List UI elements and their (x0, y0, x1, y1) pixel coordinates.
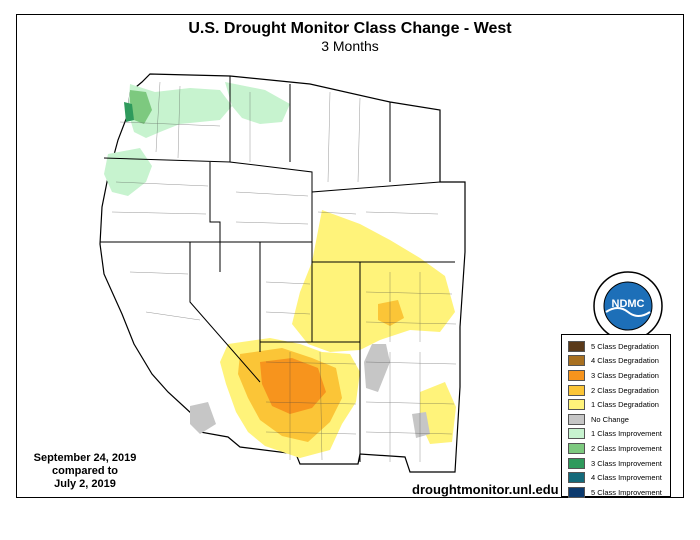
legend-swatch (568, 442, 585, 454)
no-change-area-new-mexico (364, 344, 390, 392)
county-lines (111, 81, 457, 462)
legend-item: 5 Class Improvement (568, 485, 664, 500)
legend-item: 3 Class Improvement (568, 456, 664, 471)
improvement-area-idaho-montana (225, 82, 290, 124)
legend-item: 1 Class Degradation (568, 397, 664, 412)
legend-item: 4 Class Degradation (568, 354, 664, 369)
legend-label: No Change (591, 414, 629, 424)
legend-label: 2 Class Improvement (591, 443, 662, 453)
map-subtitle: 3 Months (321, 38, 379, 54)
legend-label: 2 Class Degradation (591, 385, 659, 395)
legend-swatch (568, 486, 585, 498)
legend-swatch (568, 457, 585, 469)
legend-item: No Change (568, 412, 664, 427)
no-change-area-texas (412, 412, 430, 438)
strong-improvement-puget (130, 90, 152, 124)
legend-box: 5 Class Degradation 4 Class Degradation 3 … (561, 334, 671, 500)
source-url[interactable]: droughtmonitor.unl.edu (412, 482, 559, 497)
legend-swatch (568, 413, 585, 425)
moderate-degradation-colorado (378, 300, 404, 326)
legend-label: 4 Class Improvement (591, 473, 662, 483)
legend-swatch (568, 428, 585, 440)
legend-item: 4 Class Improvement (568, 470, 664, 485)
legend-label: 5 Class Degradation (591, 341, 659, 351)
date-comparison-text: September 24, 2019 compared to July 2, 2… (20, 452, 150, 491)
legend-swatch (568, 369, 585, 381)
legend-item: 2 Class Degradation (568, 383, 664, 398)
degradation-area-colorado (292, 210, 455, 352)
legend-swatch (568, 384, 585, 396)
logo-center-text: NDMC (612, 298, 645, 310)
map-title: U.S. Drought Monitor Class Change - West (188, 20, 512, 37)
western-us-map (99, 73, 466, 473)
strong-degradation-arizona (260, 358, 326, 414)
legend-label: 4 Class Degradation (591, 356, 659, 366)
legend-item: 3 Class Degradation (568, 368, 664, 383)
date-previous: July 2, 2019 (54, 478, 116, 490)
legend-item: 1 Class Improvement (568, 427, 664, 442)
date-current: September 24, 2019 (33, 452, 137, 464)
ndmc-logo: NDMC (593, 271, 663, 341)
legend-swatch (568, 355, 585, 367)
legend-item: 5 Class Degradation (568, 339, 664, 354)
strong-improvement-coast (124, 102, 134, 122)
state-boundaries (100, 76, 455, 462)
date-compared-to: compared to (51, 465, 118, 477)
improvement-area-oregon (104, 148, 152, 196)
legend-label: 3 Class Degradation (591, 370, 659, 380)
legend-label: 3 Class Improvement (591, 458, 662, 468)
legend-label: 1 Class Improvement (591, 429, 662, 439)
legend-label: 1 Class Degradation (591, 400, 659, 410)
legend-item: 2 Class Improvement (568, 441, 664, 456)
no-change-area-california (190, 402, 216, 434)
improvement-area-washington (128, 84, 232, 138)
legend-swatch (568, 340, 585, 352)
legend-swatch (568, 399, 585, 411)
legend-swatch (568, 472, 585, 484)
legend-label: 5 Class Improvement (591, 487, 662, 497)
